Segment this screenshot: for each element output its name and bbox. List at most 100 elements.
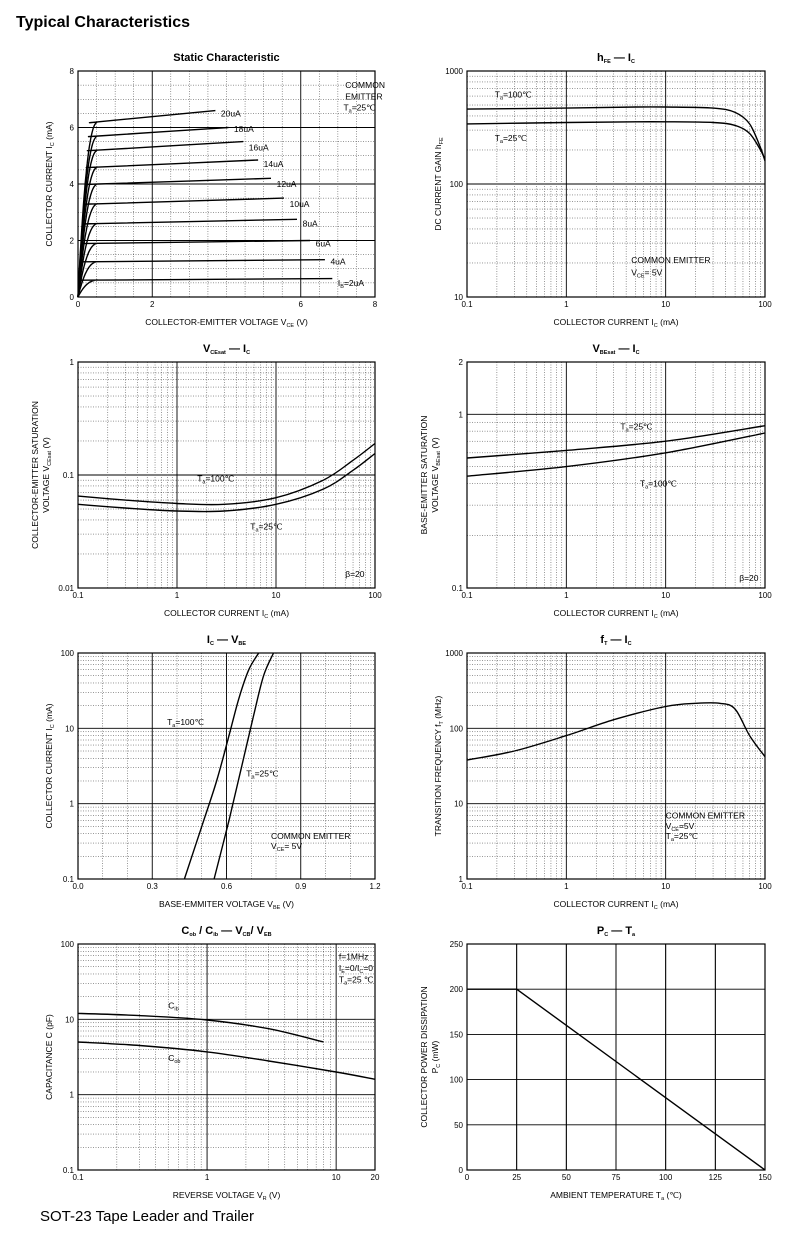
chart-annotation: β=20	[739, 573, 759, 583]
footer-caption: SOT-23 Tape Leader and Trailer	[40, 1208, 255, 1225]
series-line	[466, 425, 766, 459]
series-label: 20uA	[221, 108, 241, 118]
chart-annotation: β=20	[345, 569, 365, 579]
series-line	[213, 652, 275, 880]
series-line	[77, 1012, 324, 1043]
chart-annotation: Ta=100℃	[197, 473, 234, 485]
x-tick-label: 150	[758, 1173, 772, 1182]
x-tick-label: 10	[661, 300, 670, 309]
pc-vs-ta-chart: 0 25 50 75 100 125 150 0 50 100 150 200 250 PC — Ta AM…	[419, 925, 772, 1202]
chart-annotation: VCE= 5V	[271, 841, 302, 853]
y-axis-label-2: PC (mW)	[430, 1040, 442, 1073]
series-line	[467, 988, 766, 1171]
x-axis-label: COLLECTOR CURRENT IC (mA)	[553, 317, 678, 329]
series-line	[183, 652, 260, 880]
y-axis-label: COLLECTOR CURRENT IC (mA)	[44, 121, 56, 246]
x-tick-label: 1.2	[369, 882, 381, 891]
x-tick-label: 10	[332, 1173, 341, 1182]
x-axis-label: AMBIENT TEMPERATURE Ta (℃)	[550, 1190, 682, 1202]
y-tick-label: 0.01	[58, 584, 74, 593]
plot-frame	[466, 361, 766, 589]
y-tick-label: 6	[70, 124, 75, 133]
x-tick-label: 0.3	[147, 882, 159, 891]
chart-annotation: Ta=25℃	[246, 768, 279, 780]
chart-annotation: EMITTER	[345, 91, 382, 101]
series-line	[466, 432, 766, 477]
chart-annotation: COMMON EMITTER	[666, 810, 745, 820]
static-characteristic-chart: 0 2 6 8 0 2 4 6 8 Static Characteristic COLLECTOR-…	[44, 52, 385, 329]
y-axis-label: CAPACITANCE C (pF)	[44, 1014, 54, 1100]
x-tick-label: 0.9	[295, 882, 307, 891]
chart-annotation: Cib	[168, 1000, 178, 1012]
x-tick-label: 8	[373, 300, 378, 309]
series-label: 8uA	[303, 219, 318, 229]
series-line	[466, 106, 766, 162]
y-axis-label: TRANSITION FREQUENCY fT (MHz)	[433, 696, 445, 837]
x-tick-label: 0.0	[72, 882, 84, 891]
series-line	[77, 259, 325, 298]
chart-annotation: Ta=25℃	[343, 103, 376, 115]
y-axis-label-2: VOLTAGE VCEsat (V)	[41, 437, 53, 513]
x-tick-label: 0.1	[461, 591, 473, 600]
x-tick-label: 1	[564, 591, 569, 600]
series-label: 6uA	[316, 238, 331, 248]
y-axis-label: BASE-EMITTER SATURATION	[419, 416, 429, 535]
series-line	[77, 218, 298, 298]
major-grid	[466, 652, 766, 880]
y-tick-label: 10	[65, 1015, 74, 1024]
x-tick-label: 50	[562, 1173, 571, 1182]
major-grid	[77, 652, 376, 880]
y-tick-label: 100	[61, 649, 75, 658]
x-axis-label: COLLECTOR CURRENT IC (mA)	[164, 608, 289, 620]
series-line	[466, 702, 766, 761]
series-label: IB=2uA	[338, 278, 364, 290]
plot-frame	[466, 943, 766, 1171]
plot-frame	[77, 652, 376, 880]
y-tick-label: 100	[450, 1076, 464, 1085]
x-tick-label: 1	[205, 1173, 210, 1182]
y-tick-label: 10	[65, 724, 74, 733]
y-tick-label: 200	[450, 985, 464, 994]
series-label: 14uA	[264, 159, 284, 169]
x-tick-label: 10	[661, 882, 670, 891]
ic-vs-vbe-chart: 0.0 0.3 0.6 0.9 1.2 0.1 1 10 100 IC — VBE BASE-EMM…	[44, 634, 381, 911]
minor-grid	[467, 362, 765, 588]
y-tick-label: 100	[450, 180, 464, 189]
y-tick-label: 250	[450, 940, 464, 949]
x-tick-label: 0.1	[72, 591, 84, 600]
y-tick-label: 1	[459, 410, 464, 419]
x-tick-label: 0.6	[221, 882, 233, 891]
plot-frame	[77, 361, 376, 589]
chart-title: Static Characteristic	[173, 52, 279, 64]
chart-annotation: Ta=25℃	[620, 421, 653, 433]
chart-annotation: VCE=5V	[666, 821, 695, 833]
x-tick-label: 1	[564, 300, 569, 309]
chart-title: IC — VBE	[207, 634, 246, 647]
plot-frame	[77, 70, 376, 298]
chart-title: fT — IC	[600, 634, 631, 647]
x-tick-label: 10	[661, 591, 670, 600]
chart-annotation: Cob	[168, 1053, 180, 1065]
x-tick-label: 2	[150, 300, 155, 309]
chart-annotation: Ta=25℃	[495, 133, 528, 145]
y-tick-label: 0.1	[452, 584, 464, 593]
y-tick-label: 0	[459, 1166, 464, 1175]
series-label: 12uA	[277, 179, 297, 189]
x-tick-label: 100	[368, 591, 382, 600]
minor-grid	[467, 653, 765, 879]
chart-annotation: COMMON	[345, 80, 385, 90]
series-line	[77, 1041, 376, 1080]
chart-annotation: Ta=100℃	[167, 717, 204, 729]
chart-annotation: IE=0/IC=0	[339, 963, 373, 975]
y-tick-label: 50	[454, 1121, 463, 1130]
x-tick-label: 100	[758, 300, 772, 309]
y-tick-label: 1	[70, 358, 75, 367]
y-tick-label: 0.1	[63, 471, 75, 480]
y-tick-label: 2	[459, 358, 464, 367]
chart-title: Cob / Cib — VCB/ VEB	[181, 925, 271, 938]
y-axis-label-2: VOLTAGE VBEsat (V)	[430, 437, 442, 512]
x-tick-label: 0.1	[72, 1173, 84, 1182]
x-tick-label: 75	[612, 1173, 621, 1182]
y-tick-label: 0	[70, 293, 75, 302]
